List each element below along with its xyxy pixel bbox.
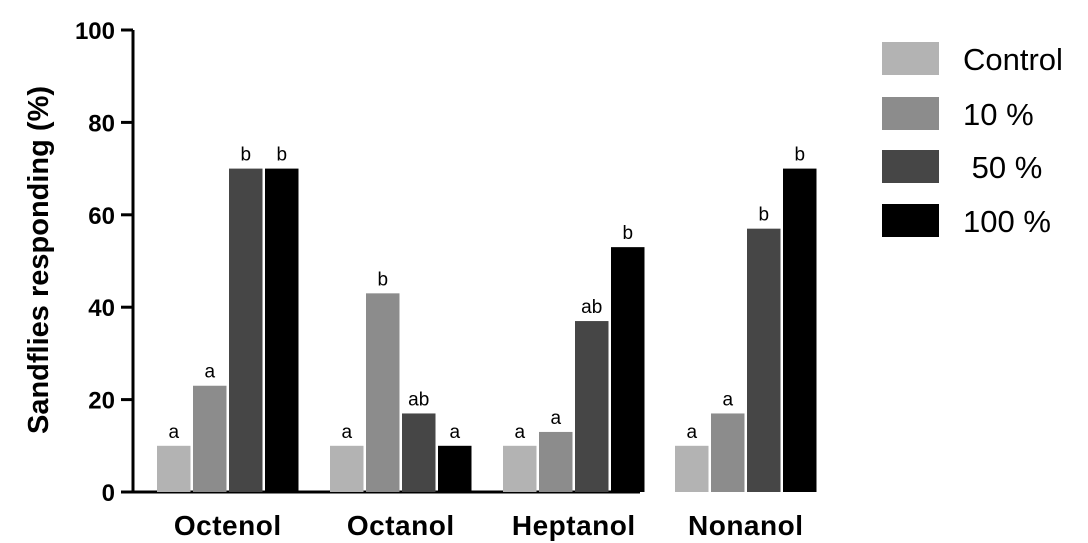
bar-heptanol-3 — [611, 247, 645, 492]
bar-octenol-3 — [265, 168, 299, 492]
significance-label: a — [722, 389, 733, 410]
legend-swatch — [882, 97, 939, 130]
significance-label: b — [794, 145, 805, 166]
bar-nonanol-3 — [783, 168, 817, 492]
significance-label: a — [204, 362, 215, 383]
significance-label: b — [758, 205, 769, 226]
legend-swatch — [882, 42, 939, 75]
bar-octanol-3 — [438, 445, 472, 492]
legend-swatch — [882, 150, 939, 183]
significance-label: a — [449, 422, 460, 443]
bar-octenol-2 — [229, 168, 263, 492]
bar-octanol-1 — [366, 293, 400, 492]
bar-nonanol-0 — [675, 445, 709, 492]
legend-label: 50 % — [963, 150, 1042, 185]
significance-label: a — [168, 422, 179, 443]
significance-label: b — [276, 145, 287, 166]
bar-nonanol-2 — [747, 228, 781, 492]
legend-label: 10 % — [963, 97, 1034, 132]
x-category-label: Octanol — [347, 510, 455, 541]
bar-octenol-0 — [157, 445, 191, 492]
significance-label: b — [622, 223, 633, 244]
legend-swatch — [882, 204, 939, 237]
significance-label: a — [686, 422, 697, 443]
x-category-label: Heptanol — [512, 510, 636, 541]
bar-heptanol-0 — [503, 445, 537, 492]
x-category-label: Nonanol — [688, 510, 804, 541]
y-tick-label: 0 — [102, 480, 115, 507]
y-tick-label: 20 — [88, 388, 115, 415]
significance-label: ab — [581, 297, 602, 318]
significance-label: a — [514, 422, 525, 443]
y-tick-label: 40 — [88, 295, 115, 322]
significance-label: ab — [408, 389, 429, 410]
bar-octanol-0 — [330, 445, 364, 492]
bars: aab bOctenolababaOctanolaaabbHeptanolaabb… — [157, 145, 817, 541]
y-tick-label: 100 — [75, 18, 115, 45]
significance-label: a — [550, 408, 561, 429]
bar-octenol-1 — [193, 385, 227, 492]
significance-label: b — [240, 145, 251, 166]
y-tick-label: 80 — [88, 110, 115, 137]
bar-heptanol-2 — [575, 321, 609, 492]
x-category-label: Octenol — [174, 510, 282, 541]
y-axis-title: Sandflies responding (%) — [23, 86, 55, 434]
legend: Control 10 % 50 % 100 % — [882, 42, 1063, 239]
significance-label: a — [341, 422, 352, 443]
y-tick-label: 60 — [88, 203, 115, 230]
bar-heptanol-1 — [539, 431, 573, 492]
legend-label: Control — [963, 42, 1063, 77]
bar-octanol-2 — [402, 413, 436, 492]
legend-label: 100 % — [963, 204, 1051, 239]
significance-label: b — [377, 269, 388, 290]
bar-nonanol-1 — [711, 413, 745, 492]
